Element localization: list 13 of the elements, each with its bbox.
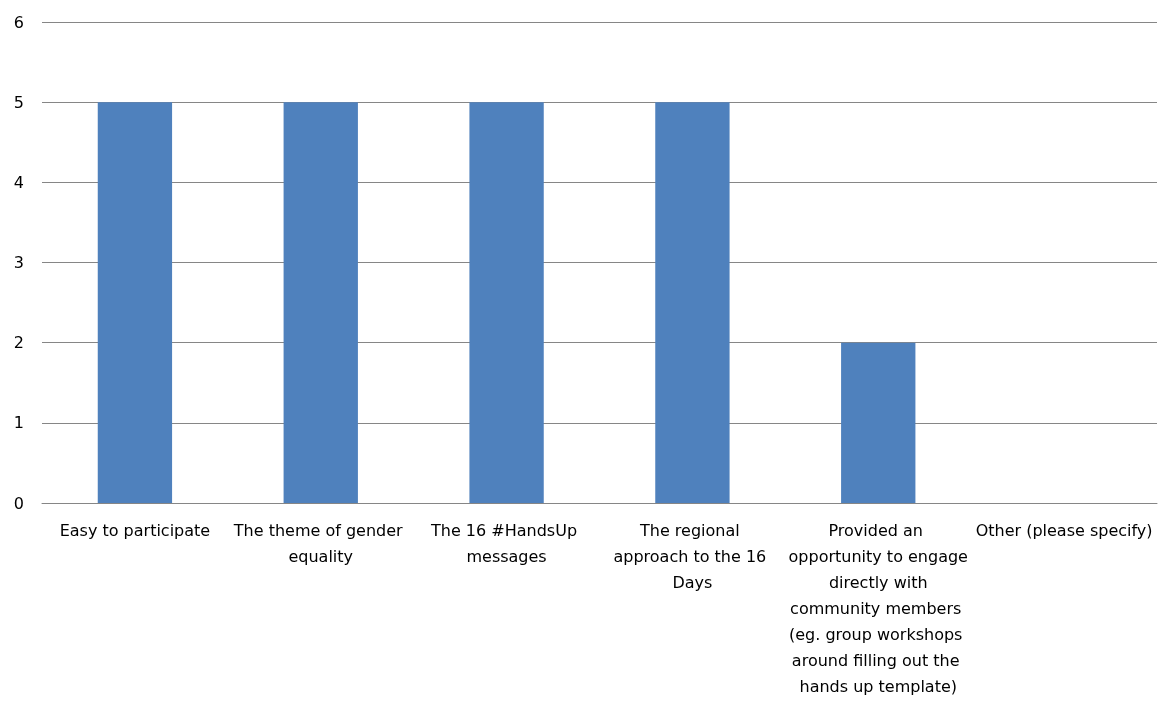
x-tick-label: The 16 #HandsUp messages (430, 520, 583, 566)
y-tick-label: 5 (13, 92, 24, 112)
y-tick-label: 3 (13, 253, 24, 272)
y-tick-label: 6 (13, 12, 24, 32)
y-tick-label: 2 (13, 333, 24, 353)
x-tick-label: Easy to participate (59, 520, 211, 540)
x-tick-label: Other (please specify) (975, 520, 1153, 540)
y-tick-label: 4 (13, 172, 24, 192)
x-tick-label: The regional approach to the 16 Days (613, 520, 772, 592)
x-tick-label: Provided an opportunity to engage directly with community members (eg. group workshops around filling out the hands up template) (788, 520, 968, 696)
y-tick-label: 1 (13, 413, 24, 433)
y-tick-label: 0 (13, 493, 24, 513)
x-tick-label: The theme of gender equality (232, 520, 408, 566)
